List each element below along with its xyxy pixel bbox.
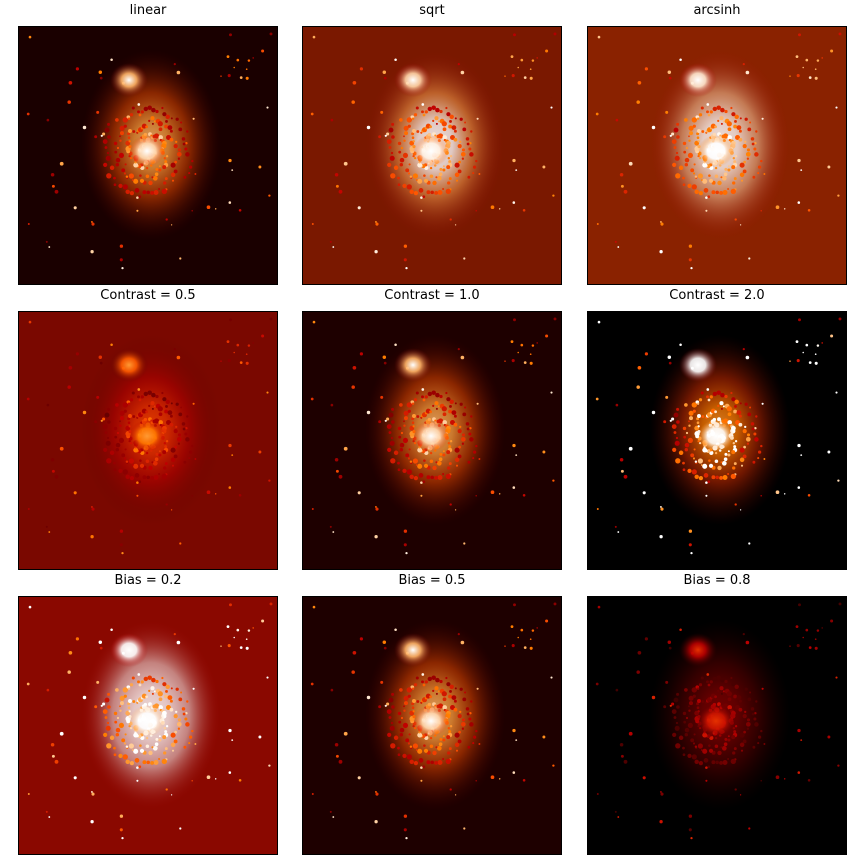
galaxy-image xyxy=(587,596,847,855)
galaxy-image xyxy=(302,596,562,855)
panel-title: arcsinh xyxy=(693,3,741,18)
panel-title: Contrast = 2.0 xyxy=(669,288,765,303)
panel-bias-0-5: Bias = 0.5 xyxy=(302,570,562,855)
galaxy-image xyxy=(18,311,278,570)
panel-bias-0-8: Bias = 0.8 xyxy=(587,570,847,855)
galaxy-image xyxy=(587,26,847,285)
panel-title: Contrast = 0.5 xyxy=(100,288,196,303)
galaxy-image xyxy=(302,26,562,285)
panel-contrast-0-5: Contrast = 0.5 xyxy=(18,285,278,570)
panel-contrast-1-0: Contrast = 1.0 xyxy=(302,285,562,570)
panel-title: Bias = 0.2 xyxy=(114,573,182,588)
panel-linear: linear xyxy=(18,0,278,285)
panel-title: Contrast = 1.0 xyxy=(384,288,480,303)
panel-title: linear xyxy=(129,3,167,18)
galaxy-image xyxy=(302,311,562,570)
panel-bias-0-2: Bias = 0.2 xyxy=(18,570,278,855)
panel-sqrt: sqrt xyxy=(302,0,562,285)
panel-title: Bias = 0.5 xyxy=(398,573,466,588)
panel-title: Bias = 0.8 xyxy=(683,573,751,588)
panel-arcsinh: arcsinh xyxy=(587,0,847,285)
galaxy-image xyxy=(18,596,278,855)
galaxy-image xyxy=(18,26,278,285)
galaxy-image xyxy=(587,311,847,570)
panel-contrast-2-0: Contrast = 2.0 xyxy=(587,285,847,570)
panel-title: sqrt xyxy=(419,3,445,18)
